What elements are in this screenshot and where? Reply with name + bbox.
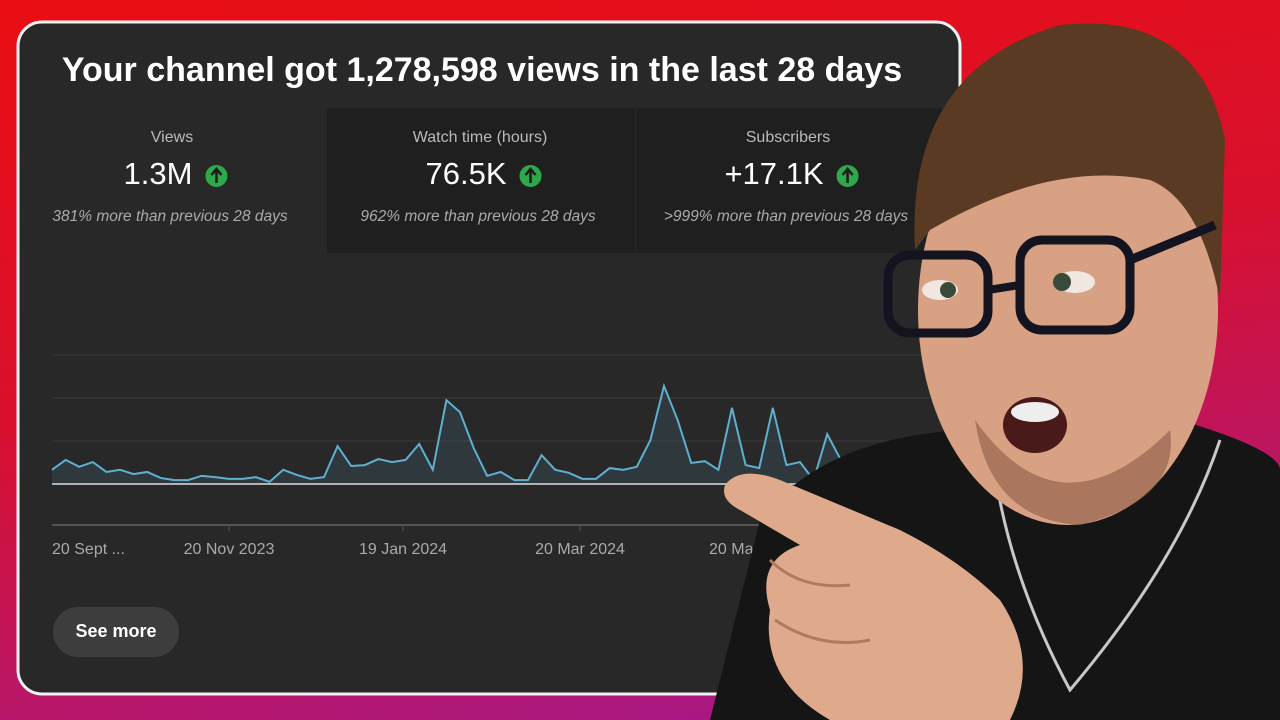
x-tick-label: 20 Nov 2023 — [184, 541, 275, 558]
metric-value: 1.3M — [124, 156, 193, 191]
x-tick-label: 20 Mar 2024 — [535, 541, 625, 558]
metric-label: Watch time (hours) — [413, 129, 548, 146]
metric-value: +17.1K — [724, 156, 823, 191]
metric-change: >999% more than previous 28 days — [664, 208, 909, 225]
metrics: Views 1.3M 381% more than previous 28 days… — [52, 129, 908, 225]
up-arrow — [841, 167, 854, 183]
metric-change: 962% more than previous 28 days — [360, 208, 595, 225]
metric-label: Subscribers — [746, 129, 830, 146]
metric-tab — [327, 108, 635, 253]
metric-value: 76.5K — [425, 156, 506, 191]
data-line — [51, 382, 842, 483]
card-title: Your channel got 1,278,598 views in the … — [62, 51, 902, 89]
area — [52, 385, 841, 484]
metric-tab — [636, 108, 958, 253]
person — [710, 23, 1280, 720]
up-arrow — [210, 167, 223, 183]
x-tick-label: 20 Sept ... — [52, 541, 125, 558]
metric-change: 381% more than previous 28 days — [52, 208, 287, 225]
button-label[interactable]: See more — [75, 621, 156, 641]
up-arrow — [524, 167, 537, 183]
x-tick-label: 19 Jan 2024 — [359, 541, 447, 558]
see-more-button[interactable] — [53, 607, 179, 657]
metric-label: Views — [151, 129, 193, 146]
